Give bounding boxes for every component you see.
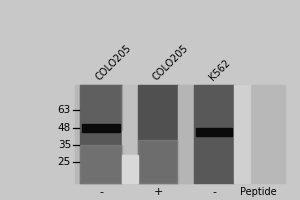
Bar: [75, 85, 285, 183]
Bar: [194, 85, 234, 183]
Text: -: -: [99, 187, 103, 197]
Bar: [234, 85, 250, 183]
Bar: [122, 155, 138, 183]
Bar: [178, 85, 194, 183]
Text: 35: 35: [58, 140, 71, 150]
Text: COLO205: COLO205: [94, 43, 134, 82]
Text: COLO205: COLO205: [151, 43, 190, 82]
Bar: [82, 124, 120, 132]
Bar: [138, 140, 178, 183]
Text: Peptide: Peptide: [240, 187, 277, 197]
Bar: [122, 85, 138, 183]
Bar: [80, 145, 122, 183]
Text: 63: 63: [58, 105, 71, 115]
Bar: [80, 85, 122, 130]
Text: +: +: [153, 187, 163, 197]
Bar: [80, 85, 122, 183]
Bar: [138, 85, 178, 183]
Text: -: -: [212, 187, 216, 197]
Text: 25: 25: [58, 157, 71, 167]
Text: K562: K562: [207, 57, 232, 82]
Text: 48: 48: [58, 123, 71, 133]
Bar: [196, 128, 232, 136]
